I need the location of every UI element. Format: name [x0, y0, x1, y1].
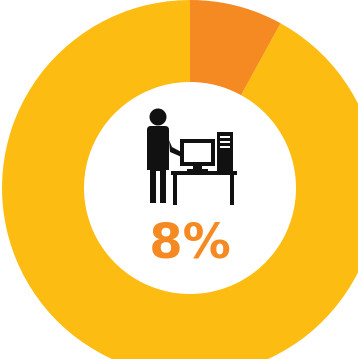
percentage-label: 8%	[149, 214, 231, 270]
donut-hole	[84, 82, 296, 294]
person-at-computer-desk-icon	[147, 108, 237, 205]
